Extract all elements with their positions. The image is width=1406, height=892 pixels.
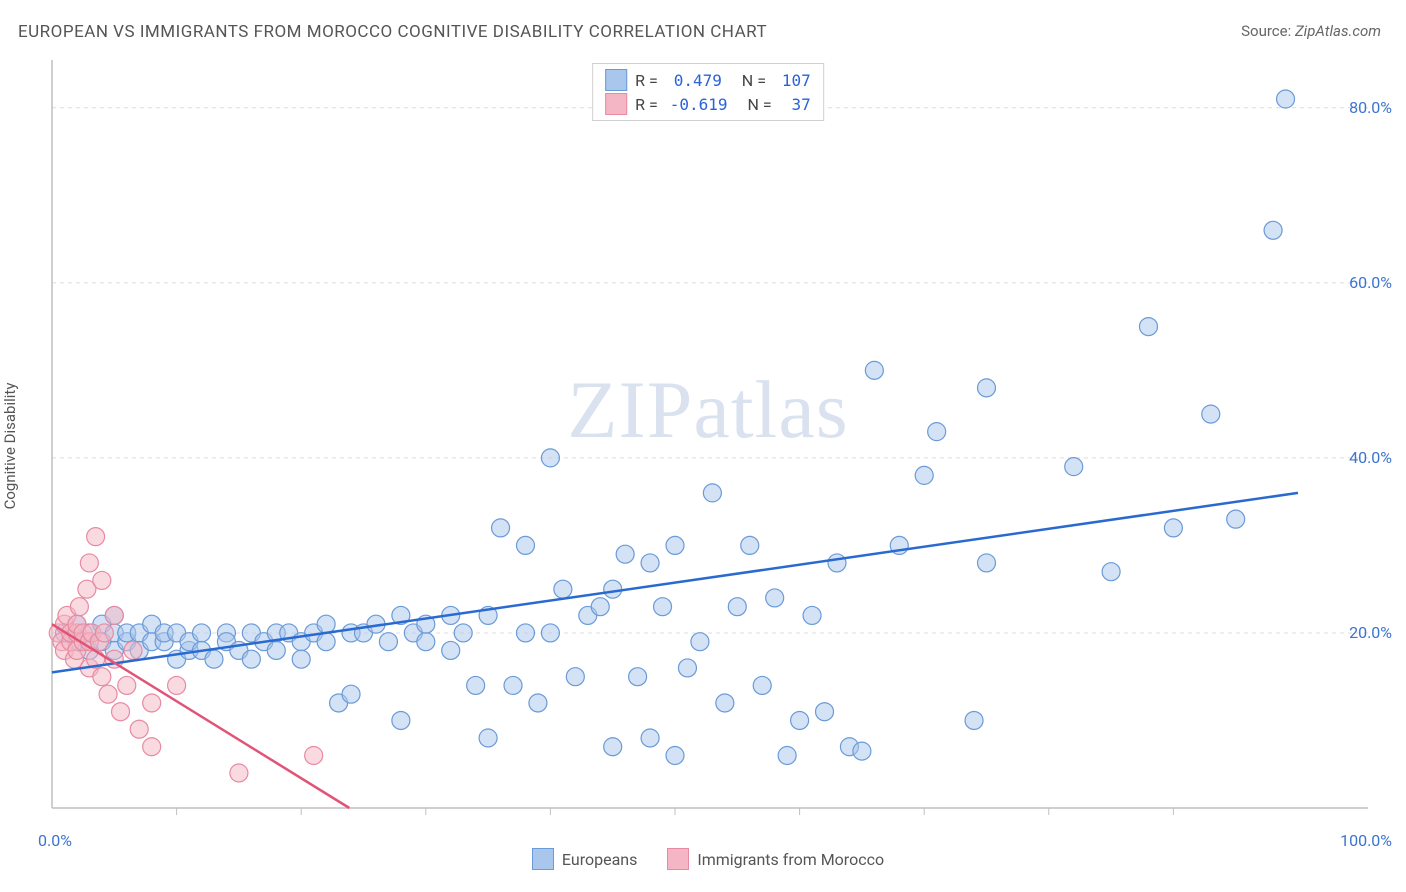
legend-r-label: R = [635,71,666,90]
source-attribution: Source: ZipAtlas.com [1241,22,1381,40]
source-name: ZipAtlas.com [1295,22,1381,40]
chart-title: EUROPEAN VS IMMIGRANTS FROM MOROCCO COGN… [18,22,767,42]
y-tick-40: 40.0% [1349,448,1392,467]
legend-swatch-morocco [605,93,627,115]
legend-item-morocco: Immigrants from Morocco [667,848,884,870]
legend-r-label: R = [635,95,662,114]
x-tick-100: 100.0% [1340,831,1392,850]
legend-row-morocco: R = -0.619 N = 37 [605,92,811,116]
chart-container: EUROPEAN VS IMMIGRANTS FROM MOROCCO COGN… [0,0,1406,892]
legend-r-value-europeans: 0.479 [674,71,722,90]
x-tick-0: 0.0% [38,831,72,850]
plot-area: R = 0.479 N = 107 R = -0.619 N = 37 ZIPa… [48,60,1368,820]
y-tick-80: 80.0% [1349,98,1392,117]
y-axis-label: Cognitive Disability [1,383,19,510]
series-legend: Europeans Immigrants from Morocco [48,848,1368,870]
y-tick-60: 60.0% [1349,273,1392,292]
legend-swatch-europeans-icon [532,848,554,870]
legend-n-value-morocco: 37 [792,95,811,114]
legend-label-europeans: Europeans [562,850,637,869]
legend-item-europeans: Europeans [532,848,637,870]
legend-n-label: N = [730,71,774,90]
legend-row-europeans: R = 0.479 N = 107 [605,68,811,92]
legend-n-label: N = [736,95,784,114]
legend-r-value-morocco: -0.619 [670,95,728,114]
legend-label-morocco: Immigrants from Morocco [697,850,884,869]
legend-n-value-europeans: 107 [782,71,811,90]
correlation-legend: R = 0.479 N = 107 R = -0.619 N = 37 [592,63,824,121]
source-label: Source: [1241,22,1295,40]
scatter-plot-svg [48,60,1368,820]
legend-swatch-morocco-icon [667,848,689,870]
legend-swatch-europeans [605,69,627,91]
y-tick-20: 20.0% [1349,623,1392,642]
